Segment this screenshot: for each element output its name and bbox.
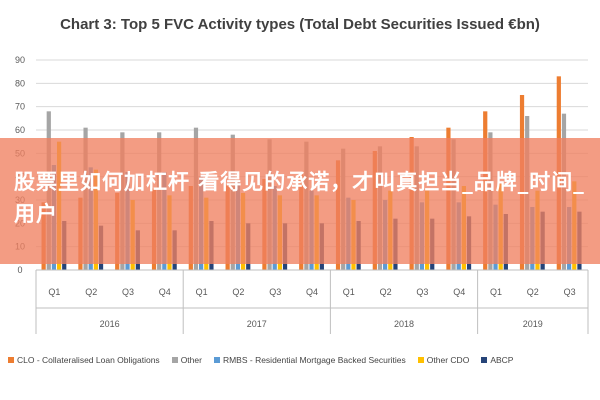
- year-label: 2018: [394, 319, 414, 329]
- x-tick-label: Q2: [527, 287, 539, 297]
- legend-swatch: [417, 357, 424, 363]
- legend-item: CLO - Collateralised Loan Obligations: [8, 355, 160, 365]
- legend-item: RMBS - Residential Mortgage Backed Secur…: [213, 355, 406, 365]
- legend-swatch: [481, 357, 488, 363]
- y-tick-label: 80: [15, 78, 25, 88]
- x-tick-label: Q3: [122, 287, 134, 297]
- legend-label: RMBS - Residential Mortgage Backed Secur…: [222, 355, 406, 365]
- y-tick-label: 90: [15, 55, 25, 65]
- x-tick-label: Q1: [48, 287, 60, 297]
- legend-swatch: [171, 357, 178, 363]
- legend-label: CLO - Collateralised Loan Obligations: [17, 355, 160, 365]
- legend-swatch: [213, 357, 220, 363]
- x-tick-label: Q2: [232, 287, 244, 297]
- legend-label: Other CDO: [426, 355, 470, 365]
- year-label: 2016: [100, 319, 120, 329]
- legend-label: ABCP: [490, 355, 514, 365]
- x-tick-label: Q1: [196, 287, 208, 297]
- legend-item: Other: [171, 355, 202, 365]
- x-tick-label: Q1: [343, 287, 355, 297]
- legend-label: Other: [180, 355, 202, 365]
- legend: CLO - Collateralised Loan Obligations Oth…: [8, 352, 598, 368]
- x-tick-label: Q3: [416, 287, 428, 297]
- legend-item: Other CDO: [417, 355, 470, 365]
- x-tick-label: Q2: [85, 287, 97, 297]
- x-tick-label: Q1: [490, 287, 502, 297]
- overlay-banner: [0, 138, 600, 264]
- x-tick-label: Q4: [453, 287, 465, 297]
- legend-swatch: [8, 357, 14, 363]
- x-tick-label: Q3: [564, 287, 576, 297]
- year-label: 2019: [523, 319, 543, 329]
- legend-item: ABCP: [481, 355, 513, 365]
- overlay-caption[interactable]: 股票里如何加杠杆 看得见的承诺，才叫真担当_品牌_时间_用户: [14, 170, 585, 226]
- x-axis: Q1 Q2 Q3 Q4 Q1 Q2 Q3 Q4 Q1 Q2 Q3 Q4 Q1 Q2 Q3 2016 2017 20…: [35, 269, 589, 334]
- year-label: 2017: [247, 319, 267, 329]
- y-tick-label: 60: [15, 125, 25, 135]
- x-tick-label: Q2: [380, 287, 392, 297]
- x-tick-label: Q4: [159, 287, 171, 297]
- x-tick-label: Q4: [306, 287, 318, 297]
- y-tick-label: 70: [15, 102, 25, 112]
- chart-title: Chart 3: Top 5 FVC Activity types (Total…: [60, 16, 540, 33]
- y-tick-label: 0: [17, 265, 22, 275]
- x-tick-label: Q3: [269, 287, 281, 297]
